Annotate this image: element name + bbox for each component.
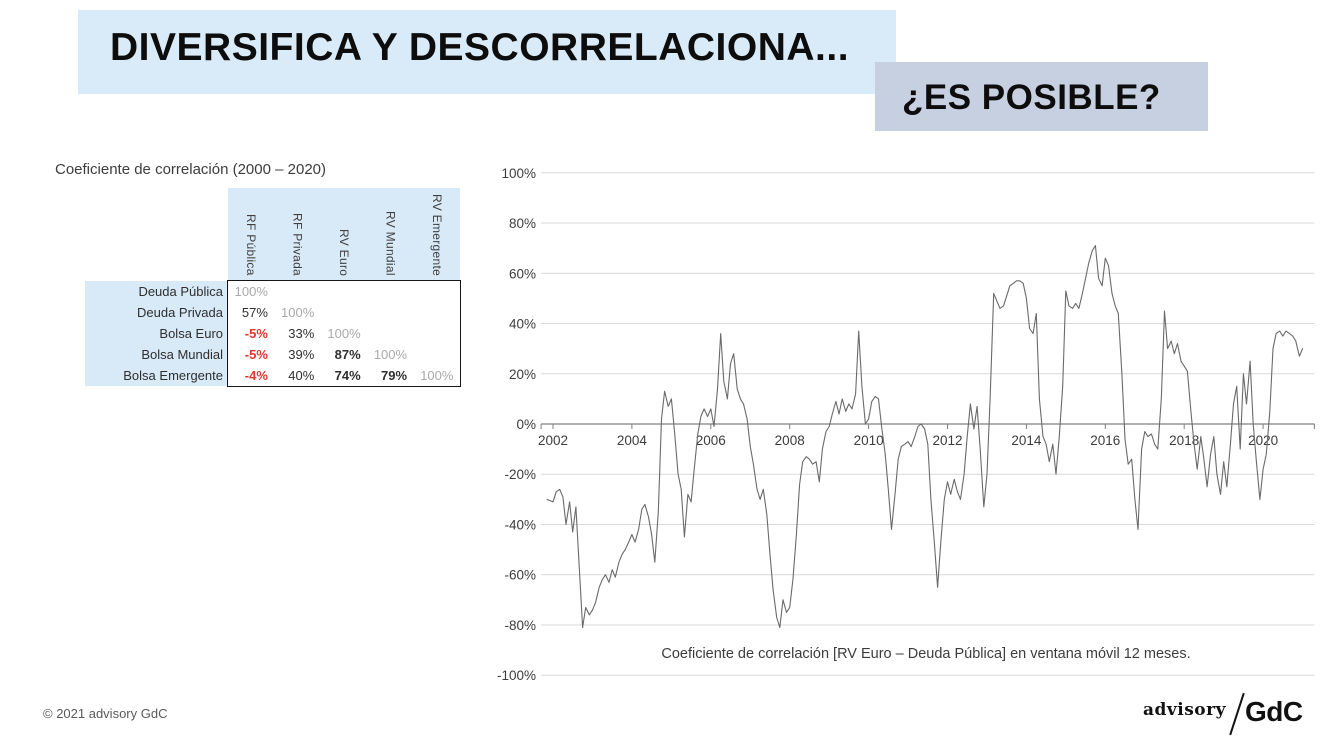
chart-x-label: 2014 [1011,433,1042,448]
table-cell: 100% [373,346,408,362]
chart-y-label: 60% [509,266,536,281]
chart-caption: Coeficiente de correlación [RV Euro – De… [661,646,1191,662]
column-header-label: RV Euro [336,228,351,276]
column-header-label: RV Mundial [383,211,398,276]
column-header-label: RV Emergente [429,193,444,276]
column-header-label: RF Privada [290,212,305,276]
chart-line [546,245,1304,629]
chart-y-label: -100% [497,668,536,683]
title-highlight [78,10,896,94]
table-row-labels: Deuda Pública Deuda Privada Bolsa Euro Bols… [85,281,228,386]
logo-slash-icon [1229,692,1245,736]
table-cells: 100% 57% 100% -5% 33% 100% -5% 39% 87% 100% -4% 40%… [226,279,461,387]
logo-advisory-text: advisory [1143,700,1226,720]
chart-x-label: 2006 [696,433,726,448]
table-cell: 74% [334,367,361,383]
table-row: -5% 33% 100% [228,323,460,344]
chart-y-label: -80% [504,618,536,633]
column-header: RV Euro [321,188,367,281]
page-subtitle: ¿ES POSIBLE? [902,78,1161,117]
logo-gdc-text: GdC [1245,696,1303,727]
chart-y-label: 80% [509,216,536,231]
chart-y-label: -20% [504,467,536,482]
column-header: RF Privada [274,188,320,281]
row-label: Deuda Privada [137,305,223,320]
table-cell: 40% [288,367,315,383]
table-cell: -4% [244,367,268,383]
chart-x-label: 2012 [932,433,962,448]
table-cell: 100% [327,325,361,341]
page-title: DIVERSIFICA Y DESCORRELACIONA... [110,26,850,69]
chart-x-label: 2002 [538,433,568,448]
chart-y-label: 0% [516,417,536,432]
chart-x-label: 2008 [775,433,805,448]
chart-x-label: 2016 [1090,433,1120,448]
table-column-headers: RF Pública RF Privada RV Euro RV Mundial RV … [228,188,460,281]
chart-y-label: 20% [509,367,536,382]
column-header: RV Emergente [414,188,460,281]
footer-copyright: © 2021 advisory GdC [43,706,168,721]
table-cell: 33% [288,325,315,341]
column-header: RF Pública [228,188,274,281]
table-title: Coeficiente de correlación (2000 – 2020) [55,161,327,178]
row-label: Bolsa Emergente [123,368,223,383]
table-cell: 100% [234,283,268,299]
logo: advisory GdC [1143,692,1303,736]
column-header: RV Mundial [367,188,413,281]
chart-x-label: 2018 [1169,433,1199,448]
table-row: 57% 100% [228,302,460,323]
table-cell: 100% [420,367,454,383]
table-cell: -5% [244,325,268,341]
table-cell: 79% [381,367,408,383]
chart-x-label: 2004 [617,433,648,448]
chart-y-label: 40% [509,317,536,332]
chart-x-label: 2010 [854,433,884,448]
table-row: -4% 40% 74% 79% 100% [228,365,460,386]
table-row: -5% 39% 87% 100% [228,344,460,365]
chart-y-label: -40% [504,517,536,532]
subtitle-highlight [875,62,1208,131]
chart-y-label: 100% [501,166,536,181]
row-label: Bolsa Euro [159,326,223,341]
table-cell: -5% [244,346,268,362]
row-label: Bolsa Mundial [141,347,223,362]
table-cell: 57% [241,304,268,320]
table-cell: 87% [334,346,361,362]
table-cell: 100% [281,304,315,320]
chart-y-label: -60% [504,568,536,583]
row-label: Deuda Pública [138,284,223,299]
table-row: 100% [228,281,460,302]
chart-x-label: 2020 [1248,433,1278,448]
table-cell: 39% [288,346,315,362]
column-header-label: RF Pública [244,214,259,276]
